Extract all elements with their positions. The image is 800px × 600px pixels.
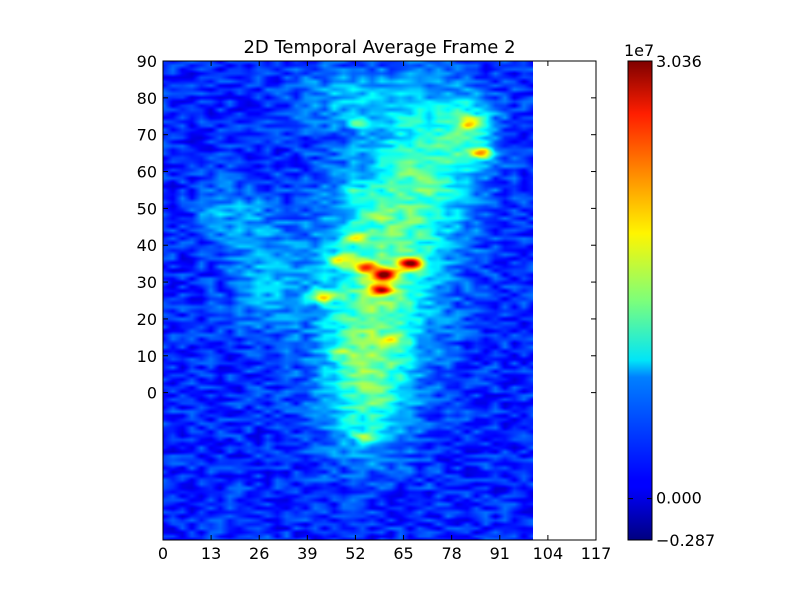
y-tick-label: 50 (137, 199, 157, 218)
y-tick-label: 30 (137, 273, 157, 292)
y-tick-label: 40 (137, 236, 157, 255)
heatmap-layer (163, 61, 533, 540)
x-tick-label: 13 (201, 544, 221, 563)
heatmap-image (163, 61, 533, 540)
x-tick-label: 26 (249, 544, 269, 563)
x-tick-label: 104 (533, 544, 564, 563)
y-tick-label: 20 (137, 310, 157, 329)
x-tick-label: 117 (581, 544, 612, 563)
x-tick-label: 91 (490, 544, 510, 563)
x-tick-label: 78 (441, 544, 461, 563)
colorbar-ticks: 3.036 0.000 −0.287 (628, 52, 715, 550)
x-axis: 0 13 26 39 52 65 78 91 104 117 (158, 61, 611, 563)
x-tick-label: 0 (158, 544, 168, 563)
x-tick-label: 39 (297, 544, 317, 563)
colorbar: 1e7 3.036 0.000 −0.287 (624, 41, 715, 550)
colorbar-tick-label: 3.036 (656, 52, 702, 71)
y-tick-label: 70 (137, 126, 157, 145)
x-tick-label: 52 (345, 544, 365, 563)
y-tick-label: 80 (137, 89, 157, 108)
colorbar-gradient (628, 61, 652, 540)
y-axis: 0 10 20 30 40 50 60 70 80 90 (137, 52, 596, 403)
y-tick-label: 90 (137, 52, 157, 71)
colorbar-tick-label: 0.000 (656, 489, 702, 508)
chart-title: 2D Temporal Average Frame 2 (243, 37, 515, 58)
colorbar-tick-label: −0.287 (656, 531, 715, 550)
x-tick-label: 65 (393, 544, 413, 563)
y-tick-label: 60 (137, 163, 157, 182)
y-tick-label: 0 (147, 384, 157, 403)
y-tick-label: 10 (137, 347, 157, 366)
colorbar-multiplier: 1e7 (624, 41, 654, 60)
plot-frame (162, 60, 597, 541)
colorbar-frame (627, 60, 653, 541)
